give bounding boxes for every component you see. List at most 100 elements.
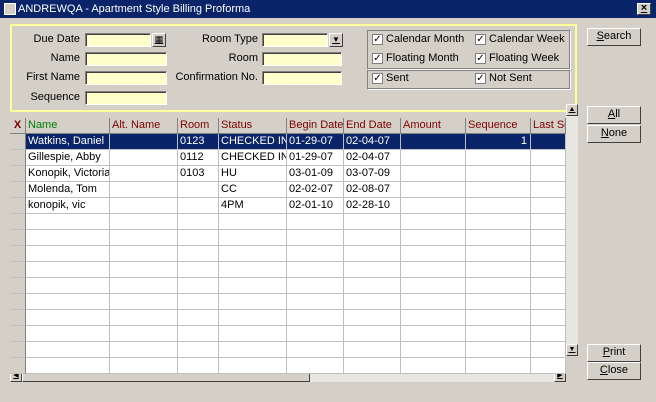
table-cell[interactable] [178,182,219,198]
table-cell[interactable]: konopik, vic [26,198,110,214]
checkbox[interactable]: ✓ [475,34,486,45]
table-cell[interactable] [531,198,566,214]
row-header [10,230,26,246]
button-search[interactable]: Search [587,28,641,46]
sent-group [367,70,570,89]
row-header[interactable] [10,134,26,150]
checkbox-label: Not Sent [489,72,532,84]
table-cell[interactable]: 0112 [178,150,219,166]
table-cell[interactable] [401,198,466,214]
table-cell [26,310,110,326]
table-cell [466,310,531,326]
checkbox-label: Floating Week [489,52,560,64]
table-cell[interactable]: 02-02-07 [287,182,344,198]
table-cell [287,214,344,230]
table-cell [26,294,110,310]
table-cell[interactable]: 0103 [178,166,219,182]
table-cell[interactable]: Gillespie, Abby [26,150,110,166]
filter-input[interactable] [262,52,342,66]
table-cell [531,310,566,326]
table-cell [219,278,287,294]
table-cell[interactable]: 02-08-07 [344,182,401,198]
table-cell[interactable]: Konopik, Victoria [26,166,110,182]
table-cell[interactable]: 4PM [219,198,287,214]
table-cell[interactable] [110,182,178,198]
table-cell[interactable]: CHECKED IN [219,134,287,150]
table-cell[interactable]: 02-01-10 [287,198,344,214]
filter-input[interactable] [262,71,342,85]
table-cell[interactable] [401,150,466,166]
table-cell[interactable] [110,150,178,166]
table-cell[interactable]: HU [219,166,287,182]
scroll-up[interactable]: ▲ [566,104,578,116]
row-header[interactable] [10,182,26,198]
table-cell[interactable] [466,150,531,166]
table-cell [178,342,219,358]
table-cell[interactable] [401,134,466,150]
table-cell[interactable]: 02-04-07 [344,150,401,166]
filter-input[interactable] [85,33,151,47]
table-cell[interactable]: 01-29-07 [287,134,344,150]
button-all[interactable]: All [587,106,641,124]
table-cell [219,230,287,246]
table-cell[interactable]: CC [219,182,287,198]
checkbox[interactable]: ✓ [372,73,383,84]
table-cell[interactable] [110,166,178,182]
table-cell[interactable]: Molenda, Tom [26,182,110,198]
table-cell[interactable]: 02-28-10 [344,198,401,214]
checkbox[interactable]: ✓ [372,34,383,45]
checkbox[interactable]: ✓ [372,53,383,64]
filter-input[interactable] [85,52,167,66]
scroll-down[interactable]: ▼ [566,344,578,356]
table-cell[interactable] [110,198,178,214]
table-cell[interactable] [531,150,566,166]
table-cell [531,246,566,262]
table-cell[interactable] [531,182,566,198]
table-cell[interactable]: 03-01-09 [287,166,344,182]
calendar-button[interactable]: ▦ [152,33,166,47]
checkbox[interactable]: ✓ [475,73,486,84]
table-cell[interactable] [466,198,531,214]
table-cell [344,294,401,310]
filter-input[interactable] [262,33,328,47]
table-cell[interactable] [531,166,566,182]
table-cell[interactable]: 01-29-07 [287,150,344,166]
table-cell[interactable] [466,166,531,182]
table-cell[interactable]: 03-07-09 [344,166,401,182]
table-cell[interactable]: Watkins, Daniel [26,134,110,150]
row-header[interactable] [10,166,26,182]
button-print[interactable]: Print [587,344,641,362]
table-cell[interactable]: 1 [466,134,531,150]
table-cell[interactable]: 02-04-07 [344,134,401,150]
table-cell[interactable] [466,182,531,198]
table-cell[interactable]: 0123 [178,134,219,150]
close-window[interactable]: × [637,3,651,15]
checkbox-label: Sent [386,72,409,84]
column-header: Room [178,118,219,134]
row-header [10,326,26,342]
filter-input[interactable] [85,91,167,105]
button-none[interactable]: None [587,125,641,143]
row-header[interactable] [10,150,26,166]
column-header: Status [219,118,287,134]
row-header [10,358,26,374]
row-header [10,294,26,310]
checkbox[interactable]: ✓ [475,53,486,64]
table-cell[interactable] [178,198,219,214]
table-cell [344,278,401,294]
filter-input[interactable] [85,71,167,85]
table-cell[interactable] [531,134,566,150]
table-cell[interactable] [401,182,466,198]
vertical-scrollbar[interactable] [566,104,578,356]
button-close[interactable]: Close [587,362,641,380]
table-cell[interactable] [401,166,466,182]
table-cell [219,310,287,326]
dropdown-button[interactable]: ▼ [329,33,343,47]
table-cell [178,214,219,230]
table-cell[interactable]: CHECKED IN [219,150,287,166]
table-cell [287,230,344,246]
row-header[interactable] [10,198,26,214]
table-cell [401,342,466,358]
title-bar [0,0,656,18]
table-cell[interactable] [110,134,178,150]
